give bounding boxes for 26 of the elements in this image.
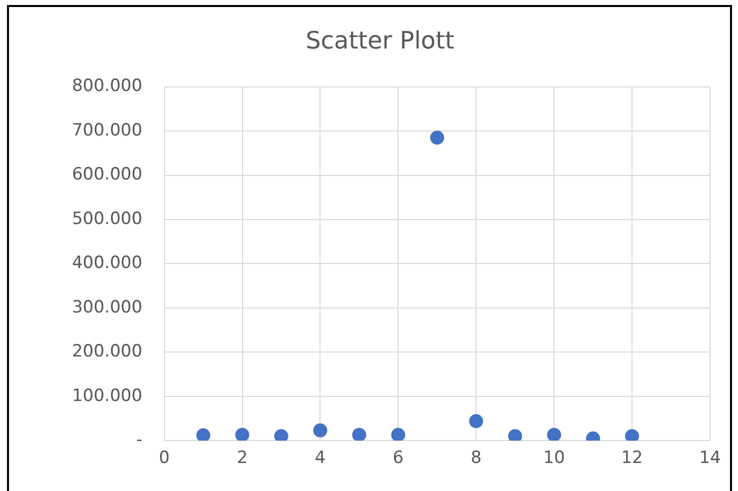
point — [235, 428, 250, 441]
y-tick-label: 400.000 — [72, 253, 142, 274]
y-tick-label: - — [136, 430, 142, 450]
y-tick-label: 600.000 — [72, 164, 142, 185]
y-tick-label: 200.000 — [72, 342, 142, 362]
point — [352, 428, 366, 441]
x-tick-label: 8 — [470, 448, 482, 468]
point — [313, 423, 328, 438]
point — [391, 428, 406, 441]
y-tick-label: 300.000 — [72, 297, 142, 318]
x-tick-label: 12 — [621, 448, 643, 468]
x-tick-label: 4 — [314, 448, 326, 468]
x-tick-label: 0 — [158, 448, 170, 468]
point — [196, 428, 210, 441]
x-tick-label: 10 — [543, 448, 565, 468]
y-tick-label: 100.000 — [72, 386, 142, 406]
y-tick-label: 800.000 — [72, 76, 142, 96]
y-tick-label: 500.000 — [72, 208, 142, 229]
x-tick-label: 14 — [699, 448, 721, 468]
x-tick-label: 2 — [236, 448, 248, 468]
point — [547, 428, 562, 441]
y-tick-label: 700.000 — [72, 120, 142, 140]
point — [430, 130, 444, 145]
x-tick-label: 6 — [392, 448, 404, 468]
chart-title: Scatter Plott — [306, 26, 454, 55]
point — [469, 414, 484, 428]
